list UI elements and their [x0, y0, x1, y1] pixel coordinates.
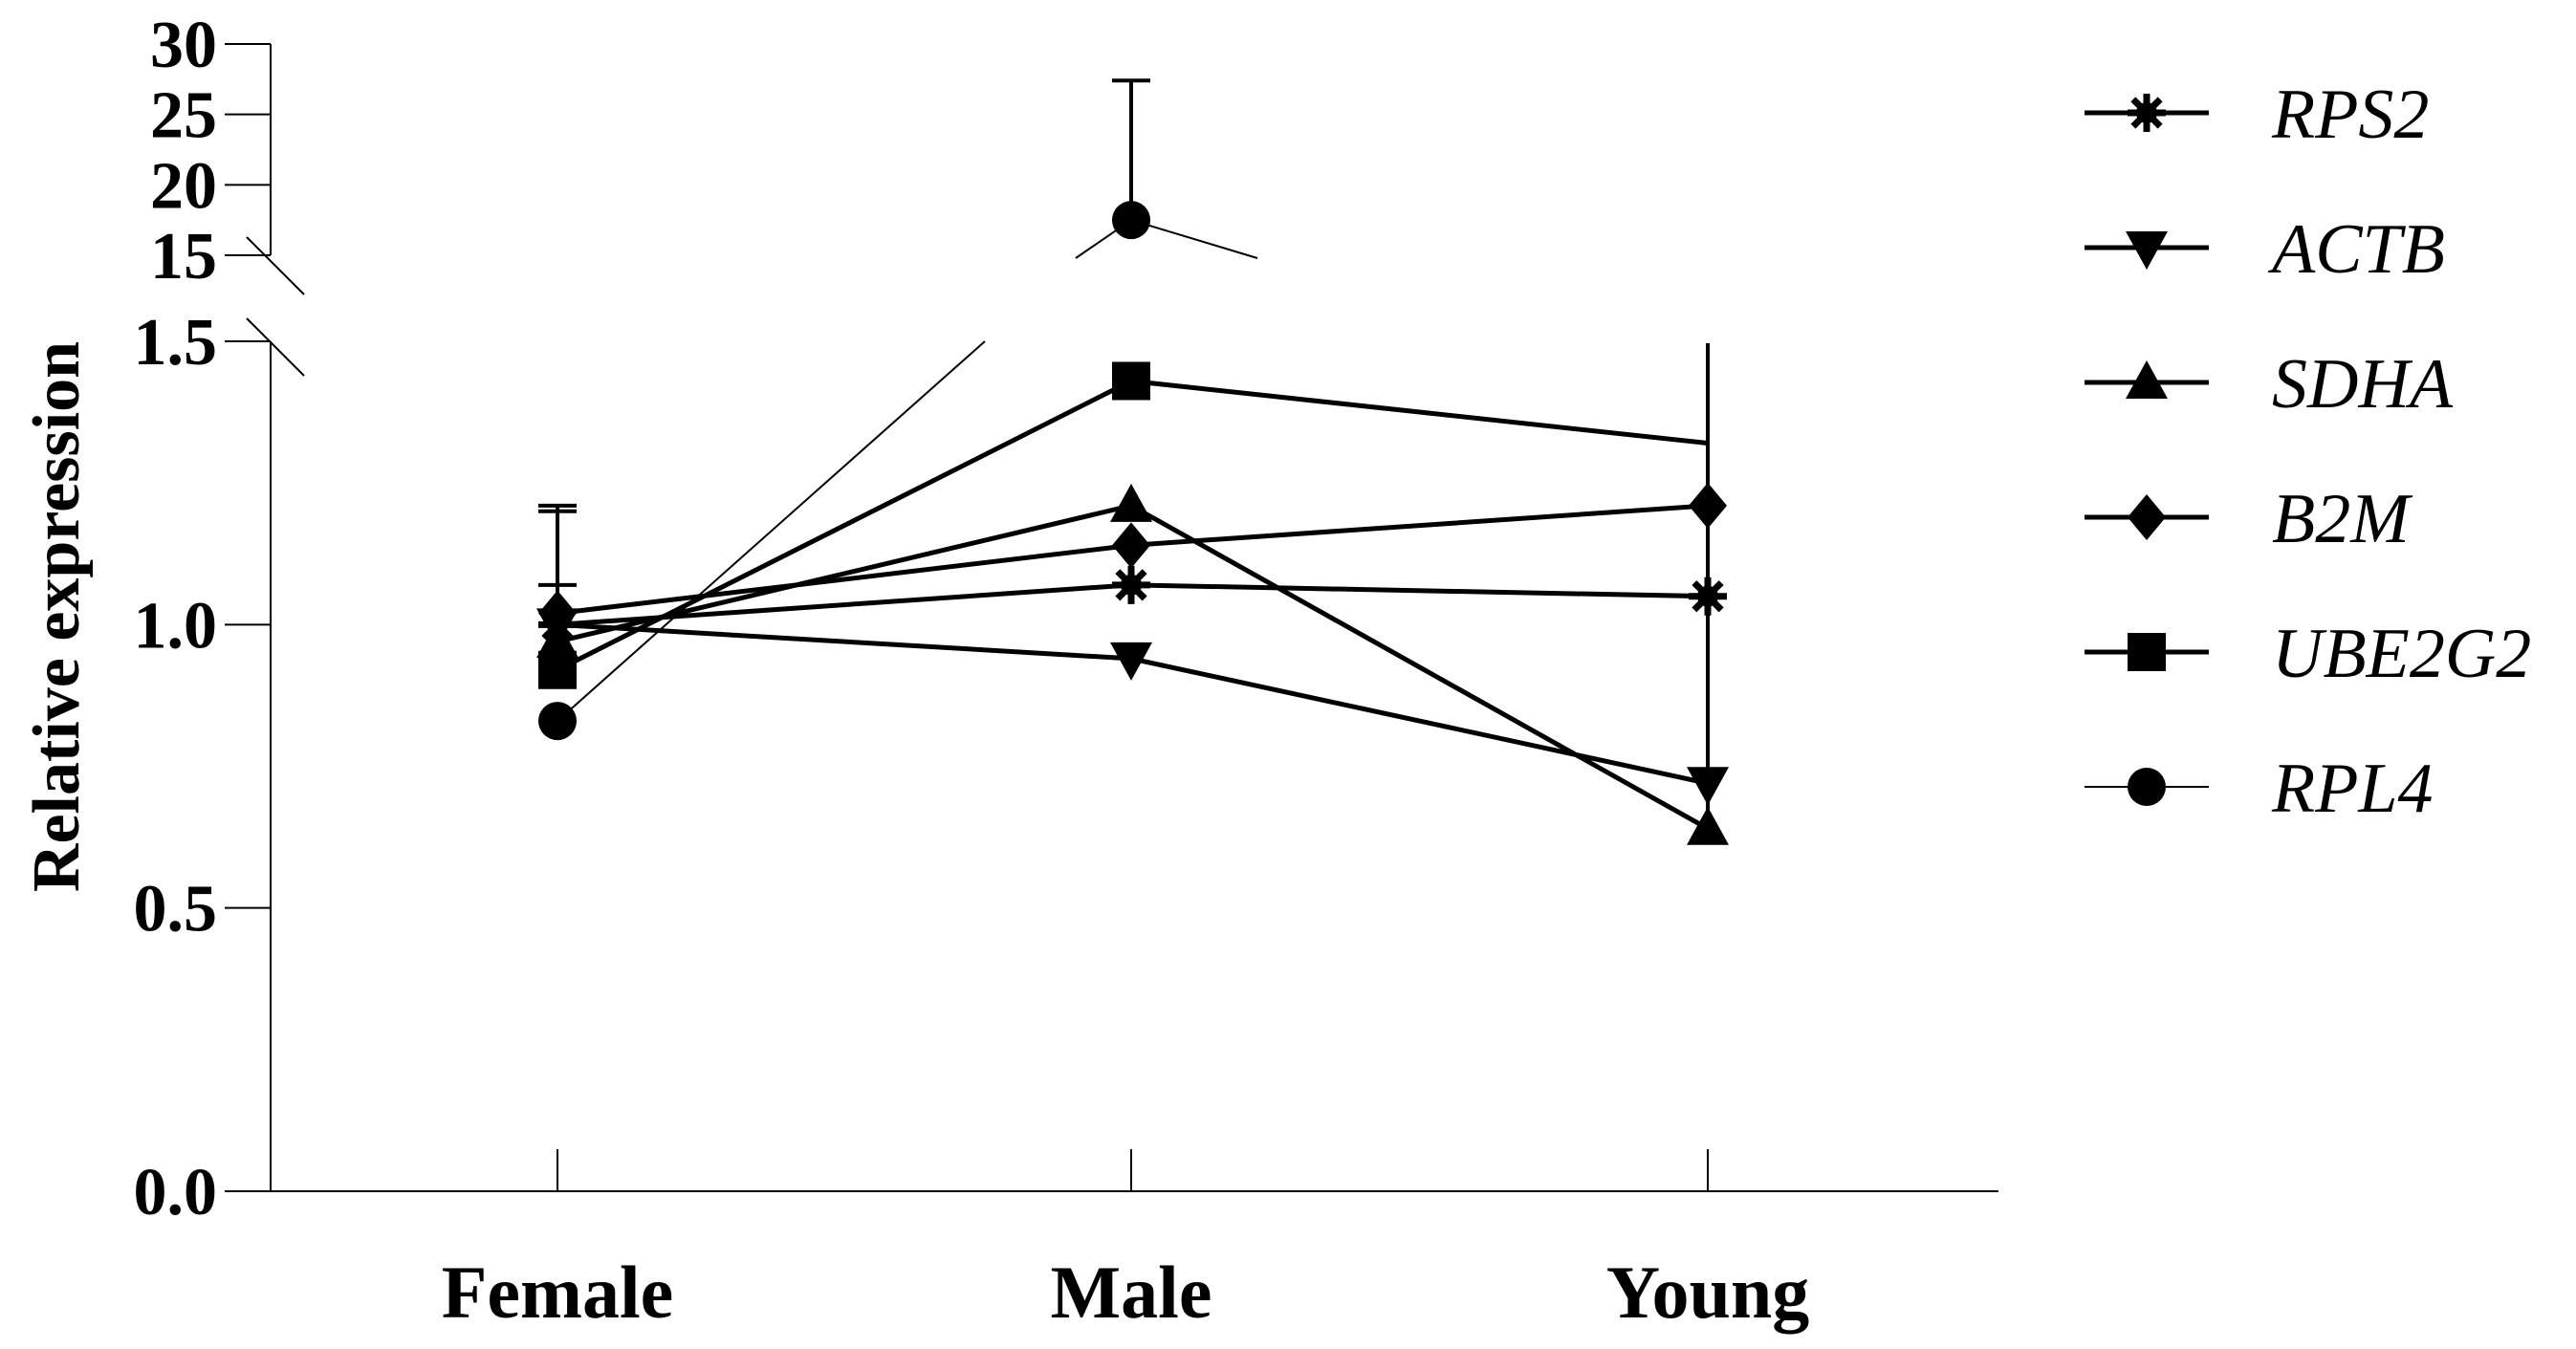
- legend-entry-B2M: B2M: [2085, 480, 2413, 558]
- marker-triangle-up: [536, 620, 579, 659]
- data-point-RPL4: [1112, 201, 1150, 240]
- data-point-UBE2G2: [538, 650, 577, 689]
- marker-triangle-up: [1687, 806, 1729, 845]
- marker-diamond: [1689, 482, 1727, 529]
- marker-triangle-down: [1110, 642, 1152, 681]
- data-point-B2M: [1689, 482, 1727, 529]
- legend-entry-UBE2G2: UBE2G2: [2085, 615, 2531, 693]
- x-tick-label: Male: [1051, 1251, 1212, 1334]
- data-point-RPS2: [1112, 565, 1150, 604]
- y-axis-title: Relative expression: [20, 341, 94, 892]
- legend-label: B2M: [2272, 480, 2413, 558]
- error-bars: [538, 78, 1710, 822]
- series-markers: [536, 201, 1729, 845]
- axis-break-mark-upper: [246, 236, 305, 295]
- y-tick-label: 1.5: [134, 306, 218, 380]
- legend-label: RPS2: [2271, 76, 2429, 154]
- legend-label: RPL4: [2271, 750, 2434, 828]
- legend-marker: [2128, 633, 2166, 671]
- x-tick-label: Female: [442, 1251, 674, 1334]
- data-point-SDHA: [1110, 483, 1152, 522]
- marker-square: [2128, 633, 2166, 671]
- axes: [225, 43, 1998, 1192]
- data-point-UBE2G2: [1112, 361, 1150, 401]
- legend-marker: [2128, 94, 2166, 132]
- data-point-SDHA: [1687, 806, 1729, 845]
- legend-marker: [2126, 231, 2168, 270]
- marker-asterisk-spoke: [2130, 97, 2163, 129]
- data-point-B2M: [538, 590, 577, 637]
- marker-diamond: [538, 590, 577, 637]
- y-tick-label: 0.0: [134, 1156, 218, 1229]
- legend-entry-RPS2: RPS2: [2085, 76, 2429, 154]
- data-point-ACTB: [1687, 767, 1729, 806]
- data-point-B2M: [1112, 522, 1150, 569]
- marker-asterisk-spoke: [1115, 569, 1147, 601]
- marker-circle: [1112, 201, 1150, 240]
- legend-entry-ACTB: ACTB: [2085, 210, 2445, 289]
- marker-circle: [2128, 768, 2166, 806]
- y-tick-label: 0.5: [134, 873, 218, 946]
- axis-break-mark-lower: [246, 317, 305, 377]
- marker-triangle-down: [1687, 767, 1729, 806]
- y-tick-label: 20: [150, 149, 217, 223]
- x-tick-label: Young: [1606, 1251, 1809, 1334]
- legend-label: SDHA: [2272, 345, 2454, 424]
- marker-triangle-up: [1110, 483, 1152, 522]
- marker-circle: [538, 702, 577, 741]
- legend-entry-SDHA: SDHA: [2085, 345, 2454, 424]
- data-point-RPL4: [538, 702, 577, 741]
- marker-triangle-down: [2126, 231, 2168, 270]
- marker-square: [538, 650, 577, 689]
- legend-marker: [2128, 494, 2166, 540]
- legend-entry-RPL4: RPL4: [2085, 750, 2434, 828]
- series-line-RPL4: [557, 340, 986, 722]
- legend: RPS2 ACTB SDHA B2M UBE2G2 RPL4: [2085, 76, 2531, 828]
- data-point-RPS2: [1689, 577, 1727, 616]
- data-point-ACTB: [1110, 642, 1152, 681]
- marker-asterisk-spoke: [1692, 580, 1724, 613]
- legend-marker: [2126, 360, 2168, 399]
- series-line-RPL4: [1130, 219, 1258, 259]
- marker-triangle-up: [2126, 360, 2168, 399]
- y-tick-label: 25: [150, 79, 217, 153]
- marker-diamond: [1112, 522, 1150, 569]
- y-tick-label: 1.0: [134, 589, 218, 663]
- legend-label: ACTB: [2267, 210, 2445, 289]
- legend-marker: [2128, 768, 2166, 806]
- marker-square: [1112, 361, 1150, 401]
- legend-label: UBE2G2: [2272, 615, 2531, 693]
- marker-diamond: [2128, 494, 2166, 540]
- y-tick-label: 15: [150, 220, 217, 294]
- data-point-SDHA: [536, 620, 579, 659]
- y-tick-label: 30: [150, 9, 217, 82]
